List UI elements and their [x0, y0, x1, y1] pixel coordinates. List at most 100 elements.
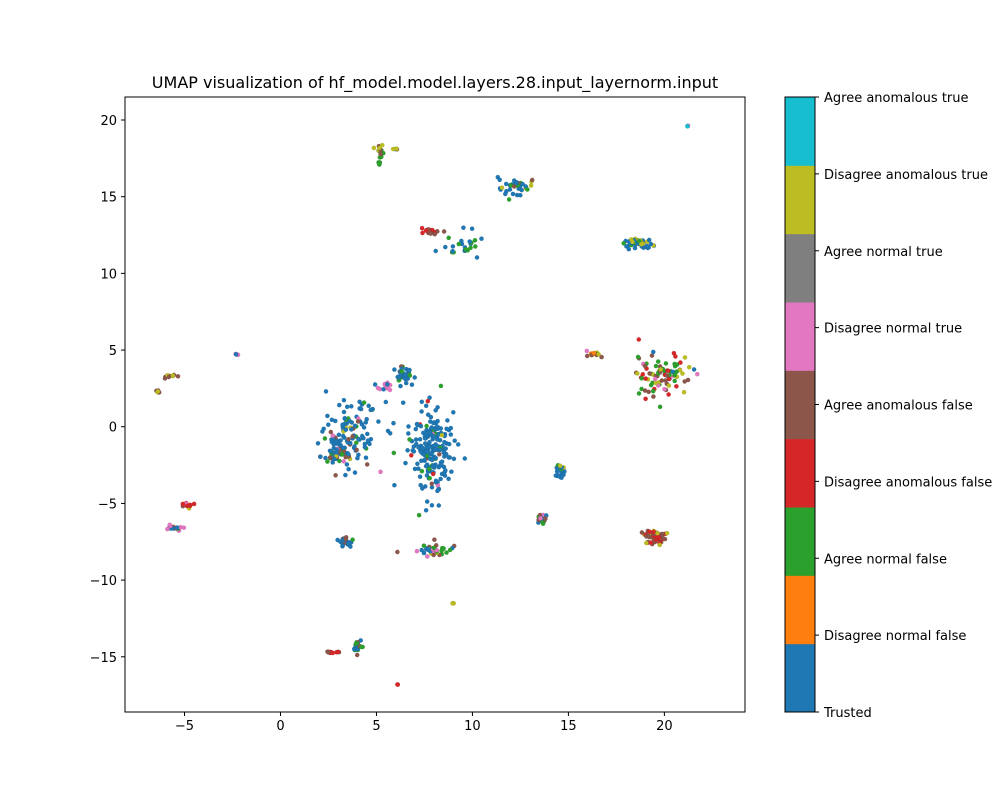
colorbar-segment: [785, 370, 815, 440]
scatter-point: [445, 418, 450, 423]
scatter-point: [341, 409, 347, 415]
scatter-point: [361, 425, 367, 430]
scatter-point: [362, 444, 368, 450]
scatter-point: [350, 434, 355, 439]
scatter-point: [354, 652, 360, 658]
scatter-point: [446, 455, 452, 460]
scatter-point: [543, 516, 548, 521]
y-tick-label: −10: [90, 574, 117, 589]
scatter-point: [450, 409, 456, 415]
chart-title: UMAP visualization of hf_model.model.lay…: [152, 73, 718, 93]
scatter-point: [166, 374, 172, 380]
scatter-point: [379, 142, 385, 148]
scatter-point: [361, 400, 367, 405]
scatter-point: [365, 438, 371, 443]
scatter-point: [429, 502, 435, 508]
scatter-point: [506, 197, 512, 202]
scatter-point: [648, 540, 654, 545]
scatter-point: [424, 554, 430, 559]
y-tick-label: 0: [109, 421, 117, 436]
scatter-point: [424, 449, 430, 455]
colorbar-label: Agree normal true: [824, 245, 943, 260]
scatter-point: [621, 240, 627, 246]
scatter-point: [403, 376, 408, 382]
scatter-point: [346, 436, 351, 442]
scatter-point: [384, 381, 390, 387]
scatter-point: [416, 512, 422, 518]
scatter-point: [433, 248, 439, 254]
scatter-point: [446, 476, 451, 482]
scatter-point: [529, 177, 535, 183]
scatter-point: [691, 367, 697, 372]
scatter-point: [403, 460, 408, 466]
scatter-point: [429, 457, 435, 463]
scatter-point: [343, 454, 349, 460]
scatter-point: [366, 403, 372, 409]
scatter-point: [651, 394, 656, 399]
scatter-point: [634, 371, 640, 376]
scatter-point: [403, 380, 409, 386]
scatter-point: [520, 181, 526, 187]
scatter-point: [351, 646, 357, 652]
scatter-point: [419, 225, 425, 231]
scatter-point: [352, 444, 357, 449]
scatter-point: [419, 409, 424, 414]
scatter-point: [425, 398, 431, 404]
scatter-point: [432, 537, 437, 543]
scatter-point: [407, 373, 413, 378]
scatter-point: [467, 239, 473, 244]
scatter-point: [511, 184, 517, 189]
scatter-point: [433, 478, 439, 484]
scatter-point: [416, 466, 421, 472]
scatter-point: [330, 650, 336, 656]
scatter-point: [503, 181, 509, 187]
scatter-point: [417, 436, 423, 442]
scatter-point: [446, 235, 452, 241]
scatter-point: [642, 363, 648, 369]
scatter-point: [450, 244, 456, 249]
scatter-point: [431, 420, 436, 426]
scatter-point: [315, 440, 321, 446]
scatter-point: [391, 450, 397, 456]
scatter-point: [436, 503, 442, 508]
scatter-point: [418, 482, 424, 488]
scatter-point: [429, 451, 434, 456]
scatter-point: [175, 373, 181, 379]
scatter-point: [664, 373, 670, 378]
scatter-point: [497, 177, 503, 183]
scatter-point: [455, 442, 461, 447]
scatter-point: [383, 399, 389, 405]
scatter-point: [437, 447, 443, 453]
scatter-point: [191, 501, 197, 507]
scatter-point: [636, 391, 642, 396]
scatter-point: [393, 146, 399, 152]
scatter-point: [439, 548, 444, 553]
colorbar-segment: [785, 438, 815, 508]
colorbar-segment: [785, 507, 815, 576]
scatter-point: [435, 424, 441, 430]
scatter-point: [413, 437, 419, 442]
scatter-point: [514, 180, 519, 186]
scatter-point: [462, 456, 468, 461]
scatter-point: [665, 368, 671, 374]
scatter-point: [343, 472, 348, 478]
scatter-point: [444, 426, 449, 432]
scatter-point: [469, 226, 475, 232]
scatter-point: [330, 433, 336, 438]
scatter-point: [336, 402, 342, 408]
scatter-point: [420, 230, 425, 236]
scatter-point: [662, 386, 667, 392]
scatter-point: [341, 397, 347, 403]
scatter-point: [441, 229, 447, 234]
scatter-point: [421, 550, 427, 556]
scatter-point: [635, 354, 641, 360]
scatter-point: [165, 526, 170, 532]
scatter-point: [233, 351, 239, 357]
scatter-point: [181, 525, 187, 531]
scatter-point: [356, 436, 361, 442]
scatter-point: [599, 354, 604, 360]
scatter-point: [387, 387, 393, 393]
scatter-point: [363, 420, 369, 425]
scatter-point: [639, 530, 645, 535]
